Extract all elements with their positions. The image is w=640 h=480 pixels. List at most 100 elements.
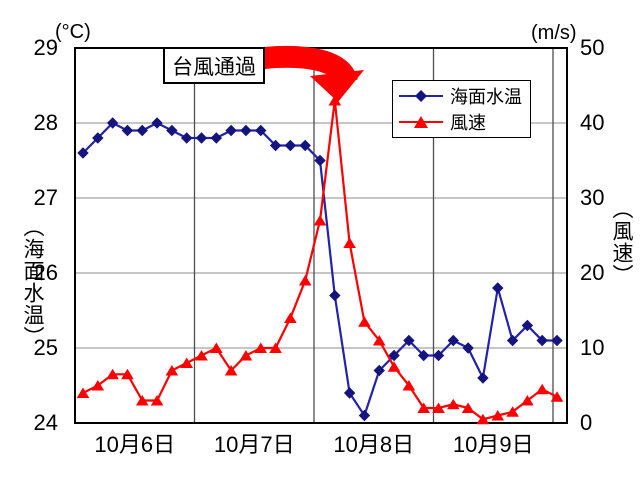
- data-point-marker: [358, 409, 371, 422]
- data-point-marker: [106, 117, 119, 129]
- data-point-marker: [476, 413, 490, 425]
- data-point-marker: [195, 132, 208, 144]
- right-axis-title: （風速）: [610, 198, 633, 286]
- data-point-marker: [358, 316, 371, 327]
- y-tick-right: 30: [580, 185, 605, 210]
- data-point-marker: [343, 237, 356, 248]
- legend-label-sea-temp: 海面水温: [450, 86, 522, 107]
- data-point-marker: [224, 365, 238, 376]
- typhoon-annotation: 台風通過: [163, 47, 265, 84]
- data-point-marker: [387, 361, 401, 372]
- data-point-marker: [180, 357, 193, 368]
- x-axis-label-day: 10月6日: [94, 432, 176, 457]
- series-wind: [76, 95, 564, 425]
- sea-temp-marker-icon: [399, 89, 443, 102]
- data-point-marker: [135, 395, 149, 406]
- right-axis-unit: (m/s): [531, 22, 577, 44]
- data-point-marker: [136, 124, 148, 137]
- data-point-marker: [121, 124, 134, 137]
- data-point-marker: [403, 334, 415, 347]
- data-point-marker: [551, 334, 563, 347]
- data-point-marker: [373, 364, 385, 377]
- data-point-marker: [477, 372, 489, 384]
- data-point-marker: [402, 380, 416, 391]
- x-axis-label-day: 10月8日: [333, 432, 415, 457]
- series-sea-temp: [77, 117, 563, 422]
- data-point-marker: [284, 312, 297, 323]
- data-point-marker: [343, 387, 356, 399]
- x-axis-label-day: 10月9日: [452, 432, 534, 457]
- data-point-marker: [447, 334, 460, 347]
- plot-border: [74, 47, 568, 424]
- y-tick-left: 27: [33, 185, 58, 210]
- y-tick-right: 20: [580, 260, 605, 285]
- data-point-marker: [151, 117, 163, 129]
- data-point-marker: [521, 395, 534, 406]
- data-point-marker: [536, 334, 548, 347]
- legend-label-wind: 風速: [450, 113, 486, 134]
- y-tick-right: 40: [580, 110, 605, 135]
- data-point-marker: [121, 368, 134, 380]
- data-point-marker: [388, 349, 400, 362]
- data-point-marker: [76, 387, 90, 398]
- data-point-marker: [166, 124, 178, 137]
- data-point-marker: [314, 154, 326, 167]
- y-tick-right: 50: [580, 35, 605, 60]
- data-point-marker: [240, 124, 252, 137]
- left-axis-unit: (°C): [55, 21, 91, 43]
- data-point-marker: [506, 334, 519, 347]
- data-point-marker: [225, 124, 237, 137]
- data-point-marker: [269, 139, 282, 152]
- legend-item-sea-temp: 海面水温: [398, 84, 530, 108]
- data-point-marker: [491, 410, 505, 421]
- data-point-marker: [150, 395, 164, 406]
- data-point-marker: [535, 383, 549, 395]
- data-point-marker: [239, 350, 253, 361]
- data-point-marker: [91, 380, 105, 391]
- data-point-marker: [180, 132, 193, 144]
- data-point-marker: [417, 402, 430, 413]
- data-point-marker: [447, 398, 460, 410]
- wind-marker-icon: [399, 116, 443, 129]
- left-axis-title: （海面水温）: [21, 216, 44, 348]
- data-point-marker: [254, 342, 268, 353]
- legend: 海面水温 風速: [392, 80, 531, 138]
- data-point-marker: [417, 349, 430, 362]
- data-point-marker: [298, 275, 312, 286]
- data-point-marker: [210, 342, 223, 353]
- data-point-marker: [550, 391, 564, 402]
- data-point-marker: [284, 139, 297, 152]
- data-point-marker: [106, 368, 119, 380]
- x-axis-label-day: 10月7日: [213, 432, 295, 457]
- data-point-marker: [461, 402, 475, 413]
- y-tick-left: 29: [33, 35, 58, 60]
- data-point-marker: [506, 406, 519, 417]
- data-point-marker: [328, 95, 342, 106]
- data-point-marker: [210, 132, 223, 144]
- y-tick-right: 0: [580, 410, 593, 435]
- data-point-marker: [432, 402, 445, 413]
- y-tick-left: 24: [33, 410, 58, 435]
- y-tick-right: 10: [580, 335, 605, 360]
- y-tick-left: 25: [33, 335, 58, 360]
- data-point-marker: [313, 215, 327, 226]
- data-point-marker: [299, 139, 311, 152]
- data-point-marker: [77, 147, 89, 159]
- data-point-marker: [492, 282, 504, 294]
- legend-item-wind: 風速: [398, 110, 530, 134]
- data-point-marker: [521, 319, 534, 332]
- y-tick-left: 26: [33, 260, 58, 285]
- data-point-marker: [92, 132, 104, 144]
- data-point-marker: [165, 365, 179, 376]
- data-point-marker: [432, 349, 445, 362]
- data-point-marker: [269, 342, 282, 353]
- data-point-marker: [329, 289, 341, 302]
- y-tick-left: 28: [33, 110, 58, 135]
- data-point-marker: [195, 350, 208, 361]
- typhoon-arrow-icon: [262, 45, 364, 102]
- data-point-marker: [372, 335, 386, 346]
- data-point-marker: [462, 342, 474, 354]
- data-point-marker: [255, 124, 267, 137]
